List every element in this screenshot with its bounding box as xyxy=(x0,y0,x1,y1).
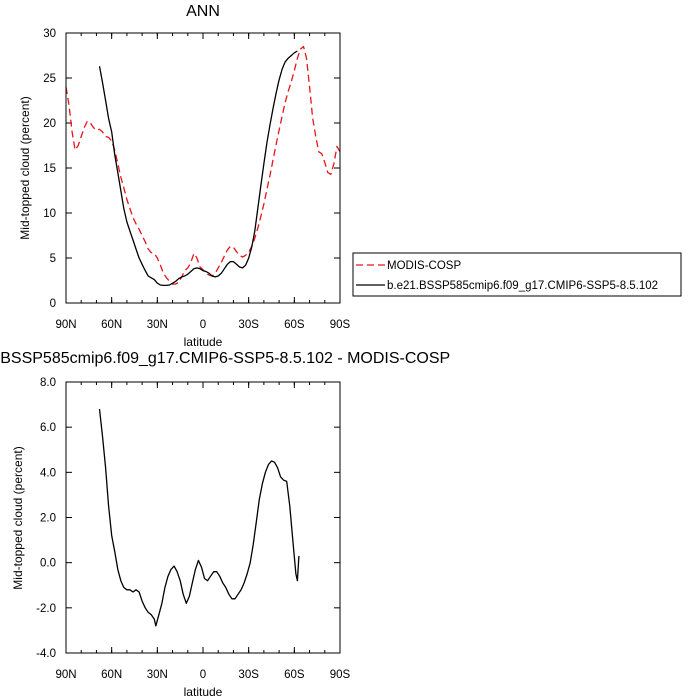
top-series-line-2 xyxy=(98,50,298,287)
top-y-tick-label: 5 xyxy=(50,253,56,265)
bottom-y-tick-label: 2.0 xyxy=(40,513,56,525)
bottom-series-line-1 xyxy=(98,409,300,627)
bottom-y-axis-label: Mid-topped cloud (percent) xyxy=(11,446,25,589)
top-chart-title: ANN xyxy=(186,3,220,20)
bottom-y-tick-labels: -4.0 -2.0 0.0 2.0 4.0 6.0 8.0 xyxy=(36,377,56,660)
top-plot-frame xyxy=(65,32,341,304)
bottom-x-tick-label: 90S xyxy=(330,669,351,681)
top-x-tick-label: 30N xyxy=(147,319,168,331)
bottom-y-tick-label: -4.0 xyxy=(36,648,56,660)
bottom-series-lines xyxy=(98,409,300,627)
bottom-x-tick-label: 30N xyxy=(147,669,168,681)
bottom-x-tick-label: 0 xyxy=(200,669,206,681)
bottom-y-tick-label: 4.0 xyxy=(40,467,56,479)
top-x-tick-label: 0 xyxy=(200,319,206,331)
top-x-tick-label: 60N xyxy=(101,319,122,331)
bottom-x-axis-label: latitude xyxy=(184,685,223,699)
top-y-axis-label: Mid-topped cloud (percent) xyxy=(18,96,32,239)
bottom-x-tick-label: 90N xyxy=(55,669,76,681)
bottom-x-tick-labels: 90N 60N 30N 0 30S 60S 90S xyxy=(55,669,350,681)
top-panel: ANN Mid-topped cloud (percent) latitude … xyxy=(18,3,351,349)
top-y-tick-label: 20 xyxy=(43,118,56,130)
bottom-y-tick-label: 0.0 xyxy=(40,558,56,570)
bottom-y-tick-label: 6.0 xyxy=(40,422,56,434)
legend-label-modis: MODIS-COSP xyxy=(387,260,461,272)
top-x-tick-label: 90N xyxy=(55,319,76,331)
legend-box xyxy=(352,252,682,297)
top-x-tick-label: 60S xyxy=(284,319,305,331)
top-series-line-1 xyxy=(65,45,341,285)
top-series-lines xyxy=(65,45,341,287)
top-y-tick-label: 0 xyxy=(50,298,56,310)
bottom-y-tick-label: 8.0 xyxy=(40,377,56,389)
bottom-y-tick-label: -2.0 xyxy=(36,603,56,615)
bottom-chart-title: .BSSP585cmip6.f09_g17.CMIP6-SSP5-8.5.102… xyxy=(0,350,450,367)
top-x-tick-label: 90S xyxy=(330,319,351,331)
top-y-tick-label: 15 xyxy=(43,163,56,175)
top-y-tick-label: 30 xyxy=(43,28,56,40)
bottom-x-tick-label: 30S xyxy=(238,669,259,681)
top-x-axis-label: latitude xyxy=(184,335,223,349)
top-x-tick-labels: 90N 60N 30N 0 30S 60S 90S xyxy=(55,319,350,331)
bottom-tick-marks xyxy=(65,381,341,654)
top-y-tick-labels: 0 5 10 15 20 25 30 xyxy=(43,28,56,310)
legend: MODIS-COSP b.e21.BSSP585cmip6.f09_g17.CM… xyxy=(352,252,682,297)
top-x-tick-label: 30S xyxy=(238,319,259,331)
top-y-tick-label: 25 xyxy=(43,73,56,85)
bottom-panel: .BSSP585cmip6.f09_g17.CMIP6-SSP5-8.5.102… xyxy=(0,350,450,699)
bottom-x-tick-label: 60N xyxy=(101,669,122,681)
legend-label-model: b.e21.BSSP585cmip6.f09_g17.CMIP6-SSP5-8.… xyxy=(387,280,658,292)
bottom-plot-frame xyxy=(65,381,341,654)
top-tick-marks xyxy=(65,32,341,304)
top-y-tick-label: 10 xyxy=(43,208,56,220)
bottom-x-tick-label: 60S xyxy=(284,669,305,681)
